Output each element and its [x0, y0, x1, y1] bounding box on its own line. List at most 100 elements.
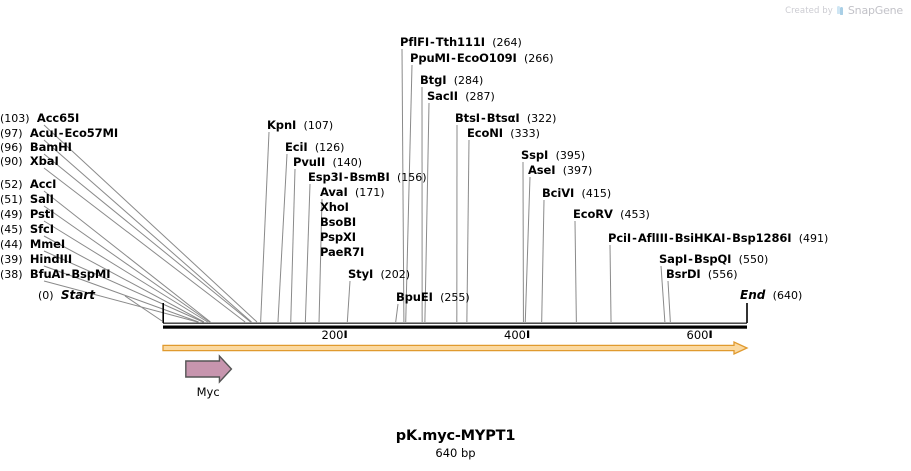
- enzyme-name-separator: -: [632, 231, 637, 245]
- orf-arrow-group: [162, 340, 749, 356]
- enzyme-label-xbai: (90) XbaI: [0, 154, 59, 169]
- enzyme-label-kpni: KpnI (107): [267, 118, 333, 133]
- enzyme-label-asei: AseI (397): [528, 163, 592, 178]
- enzyme-name: AflIII: [637, 231, 668, 245]
- orf-arrow: [162, 340, 749, 356]
- enzyme-name: SfcI: [29, 222, 54, 236]
- ruler-tick-label-400: 400: [504, 328, 526, 342]
- enzyme-name: BciVI: [542, 186, 575, 200]
- backbone-group: [162, 303, 748, 329]
- enzyme-label-bcivi: BciVI (415): [542, 186, 611, 201]
- enzyme-name: AcuI: [29, 126, 58, 140]
- enzyme-position: (266): [524, 52, 554, 65]
- isoschizomer-bsobi: BsoBI: [320, 215, 357, 229]
- leader-line-pcii: [609, 244, 612, 323]
- enzyme-position: (103): [0, 112, 30, 125]
- enzyme-name: BtsαI: [486, 111, 520, 125]
- enzyme-position: (550): [738, 253, 769, 266]
- ruler-group: [344, 330, 712, 338]
- leader-line-kpni: [260, 131, 270, 323]
- enzyme-position: (397): [562, 164, 593, 177]
- enzyme-label-pcii: PciI-AflIII-BsiHKAI-Bsp1286I (491): [608, 231, 828, 246]
- enzyme-label-hindiii: (39) HindIII: [0, 252, 72, 267]
- enzyme-label-btsi: BtsI-BtsαI (322): [455, 111, 556, 126]
- enzyme-name: EcoO109I: [456, 51, 517, 65]
- feature-arrow-myc: [185, 354, 233, 384]
- enzyme-label-btgi: BtgI (284): [420, 73, 483, 88]
- enzyme-name-separator: -: [726, 231, 732, 245]
- enzyme-position: (38): [0, 268, 23, 281]
- terminus-label-end: End (640): [740, 288, 802, 302]
- enzyme-label-avai: AvaI (171): [320, 185, 385, 200]
- leader-line-bsrdi: [667, 280, 671, 323]
- enzyme-name: KpnI: [267, 118, 297, 132]
- enzyme-name: StyI: [348, 267, 374, 281]
- enzyme-name-separator: -: [481, 111, 486, 125]
- enzyme-label-acui: (97) AcuI-Eco57MI: [0, 126, 118, 141]
- enzyme-position: (52): [0, 178, 23, 191]
- enzyme-name: Acc65I: [36, 111, 80, 125]
- terminus-tick-start: [162, 303, 164, 323]
- leader-line-ecii: [277, 153, 288, 323]
- enzyme-label-acci: (52) AccI: [0, 177, 56, 192]
- leader-line-ecorv: [574, 220, 577, 323]
- enzyme-name: HindIII: [29, 252, 73, 266]
- leader-line-ppumi: [405, 64, 413, 323]
- enzyme-position: (171): [354, 186, 385, 199]
- terminus-name: End: [740, 288, 766, 302]
- enzyme-label-bamhi: (96) BamHI: [0, 140, 72, 155]
- enzyme-name: SspI: [521, 148, 549, 162]
- watermark-brand: SnapGene: [847, 4, 903, 17]
- enzyme-name-separator: -: [58, 126, 64, 140]
- terminus-position: (640): [772, 289, 803, 302]
- terminus-name: Start: [60, 288, 96, 302]
- enzyme-name: PciI: [608, 231, 632, 245]
- enzyme-label-ppumi: PpuMI-EcoO109I (266): [410, 51, 554, 66]
- terminus-tick-end: [746, 303, 748, 323]
- enzyme-name: AccI: [29, 177, 57, 191]
- enzyme-position: (284): [453, 74, 484, 87]
- leader-line-styi: [346, 280, 351, 323]
- enzyme-name: PvuII: [293, 155, 326, 169]
- enzyme-position: (39): [0, 253, 23, 266]
- enzyme-name: MmeI: [29, 237, 66, 251]
- enzyme-position: (491): [798, 232, 829, 245]
- leader-line-bcivi: [541, 199, 545, 323]
- ruler-tick-label-600: 600: [686, 328, 709, 342]
- leader-line-asei: [524, 176, 531, 323]
- enzyme-name: BfuAI: [29, 267, 65, 281]
- backbone-bar: [163, 325, 747, 329]
- enzyme-position: (51): [0, 193, 23, 206]
- isoschizomer-paer7i: PaeR7I: [320, 245, 365, 259]
- enzyme-position: (126): [314, 141, 345, 154]
- enzyme-name: SacII: [427, 89, 458, 103]
- enzyme-label-styi: StyI (202): [348, 267, 410, 282]
- enzyme-position: (107): [303, 119, 334, 132]
- enzyme-position: (90): [0, 155, 23, 168]
- enzyme-name: PstI: [29, 207, 55, 221]
- enzyme-position: (45): [0, 223, 23, 236]
- enzyme-name: BtgI: [420, 73, 447, 87]
- enzyme-name-separator: -: [688, 252, 693, 266]
- leader-line-sapi: [660, 265, 666, 323]
- enzyme-label-bsrdi: BsrDI (556): [666, 267, 738, 282]
- enzyme-label-sapi: SapI-BspQI (550): [659, 252, 768, 267]
- leader-line-pvuii: [290, 168, 296, 323]
- enzyme-position: (264): [492, 36, 522, 49]
- enzyme-label-pflfi: PflFI-Tth111I (264): [400, 35, 522, 50]
- enzyme-label-esp3i: Esp3I-BsmBI (156): [308, 170, 427, 185]
- enzyme-label-ecorv: EcoRV (453): [573, 207, 650, 222]
- enzyme-position: (97): [0, 127, 23, 140]
- enzyme-name: BpuEI: [396, 290, 433, 304]
- enzyme-name: EcoNI: [467, 126, 503, 140]
- enzyme-label-econi: EcoNI (333): [467, 126, 540, 141]
- enzyme-label-psti: (49) PstI: [0, 207, 54, 222]
- plasmid-name: pK.myc-MYPT1: [395, 428, 516, 444]
- enzyme-name: BspQI: [693, 252, 732, 266]
- enzyme-position: (556): [707, 268, 738, 281]
- enzyme-position: (395): [555, 149, 586, 162]
- enzyme-name: Bsp1286I: [732, 231, 792, 245]
- enzyme-position: (49): [0, 208, 23, 221]
- enzyme-name: XbaI: [29, 154, 59, 168]
